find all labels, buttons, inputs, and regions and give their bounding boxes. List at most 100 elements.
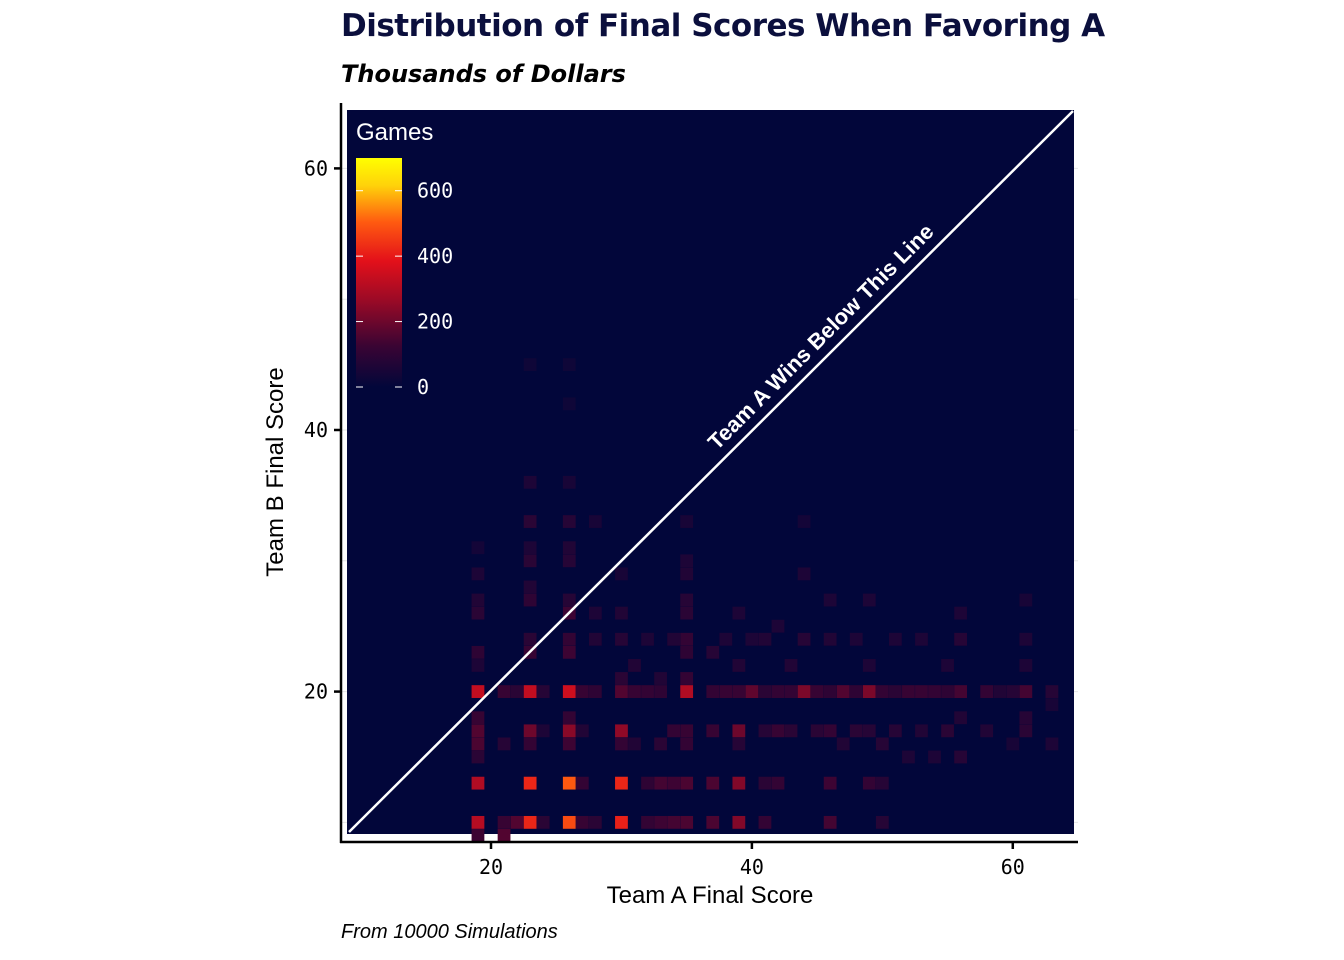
heatmap-cell <box>575 724 589 738</box>
heatmap-cell <box>562 711 576 725</box>
heatmap-cell <box>1045 685 1059 698</box>
heatmap-cell <box>902 750 915 764</box>
heatmap-cell <box>471 815 485 829</box>
heatmap-cell <box>588 606 602 620</box>
heatmap-cell <box>562 593 576 607</box>
heatmap-cell <box>654 776 667 790</box>
heatmap-cell <box>667 632 681 646</box>
heatmap-cell <box>1006 685 1020 698</box>
heatmap-cell <box>680 685 694 698</box>
legend: Games 0 200 400 600 <box>356 119 453 399</box>
heatmap-cell <box>628 685 641 698</box>
heatmap-cell <box>732 776 746 790</box>
heatmap-cell <box>654 672 667 685</box>
heatmap-cell <box>615 685 628 698</box>
heatmap-cell <box>680 645 694 659</box>
heatmap-cell <box>497 815 511 829</box>
heatmap-cell <box>980 685 994 698</box>
heatmap-cell <box>888 685 902 698</box>
heatmap-cell <box>954 750 967 764</box>
heatmap-cell <box>562 475 576 489</box>
heatmap-cell <box>875 776 889 790</box>
heatmap-cell <box>915 685 928 698</box>
heatmap-cell <box>510 815 524 829</box>
heatmap-cell <box>523 632 537 646</box>
heatmap-cell <box>810 724 824 738</box>
heatmap-cell <box>680 724 694 738</box>
heatmap-cell <box>562 776 576 790</box>
heatmap-cell <box>523 580 537 594</box>
heatmap-cell <box>680 632 694 646</box>
heatmap-cell <box>536 685 550 698</box>
heatmap-cell <box>562 724 576 738</box>
heatmap-cell <box>1045 698 1059 712</box>
heatmap-cell <box>784 724 798 738</box>
heatmap-cell <box>641 632 654 646</box>
heatmap-cell <box>745 685 759 698</box>
heatmap-cell <box>615 724 628 738</box>
heatmap-cell <box>562 815 576 829</box>
heatmap-cell <box>888 724 902 738</box>
heatmap-cell <box>680 606 694 620</box>
heatmap-cell <box>915 724 928 738</box>
heatmap-cell <box>523 776 537 790</box>
heatmap-cell <box>497 737 511 751</box>
heatmap-cell <box>523 724 537 738</box>
heatmap-cell <box>706 776 720 790</box>
heatmap-cell <box>471 685 485 698</box>
heatmap-cell <box>615 672 628 685</box>
heatmap-cell <box>993 685 1007 698</box>
heatmap-cell <box>471 776 485 790</box>
heatmap-cell <box>523 685 537 698</box>
heatmap-cell <box>615 567 628 581</box>
heatmap-cell <box>562 685 576 698</box>
heatmap-cell <box>667 815 681 829</box>
legend-colorbar <box>356 158 402 387</box>
heatmap-cell <box>980 724 994 738</box>
heatmap-cell <box>758 776 772 790</box>
heatmap-cell <box>471 737 485 751</box>
heatmap-cell <box>954 711 967 725</box>
heatmap-cell <box>758 685 772 698</box>
heatmap-cell <box>1019 659 1033 672</box>
heatmap-cell <box>915 632 928 646</box>
heatmap-cell <box>941 659 954 672</box>
heatmap-cell <box>588 515 602 528</box>
heatmap-cell <box>823 815 837 829</box>
heatmap-cell <box>536 815 550 829</box>
heatmap-cell <box>497 685 511 698</box>
heatmap-cell <box>667 776 681 790</box>
diagonal-line <box>348 110 1074 833</box>
heatmap-cell <box>641 776 654 790</box>
heatmap-cell <box>562 737 576 751</box>
heatmap-cell <box>680 593 694 607</box>
heatmap-cell <box>615 776 628 790</box>
heatmap-cell <box>941 724 954 738</box>
heatmap-cell <box>680 672 694 685</box>
heatmap-cell <box>523 737 537 751</box>
heatmap-cell <box>771 619 785 633</box>
heatmap-cell <box>1019 632 1033 646</box>
heatmap-cell <box>471 829 485 842</box>
heatmap-cell <box>575 815 589 829</box>
heatmap-cell <box>628 659 641 672</box>
heatmap-cell <box>836 685 850 698</box>
heatmap-cell <box>654 815 667 829</box>
heatmap-cell <box>810 685 824 698</box>
heatmap-cell <box>471 606 485 620</box>
heatmap-cell <box>680 554 694 568</box>
heatmap-cell <box>562 358 576 372</box>
heatmap-cell <box>471 567 485 581</box>
heatmap-cell <box>615 737 628 751</box>
heatmap-cell <box>954 606 967 620</box>
heatmap-cell <box>654 737 667 751</box>
heatmap-cell <box>471 724 485 738</box>
heatmap-cell <box>523 554 537 568</box>
heatmap-cell <box>784 685 798 698</box>
y-axis-title: Team B Final Score <box>262 367 289 576</box>
heatmap-cell <box>562 541 576 555</box>
heatmap-cell <box>954 685 967 698</box>
y-tick-label: 60 <box>304 156 328 180</box>
heatmap-cell <box>928 685 941 698</box>
